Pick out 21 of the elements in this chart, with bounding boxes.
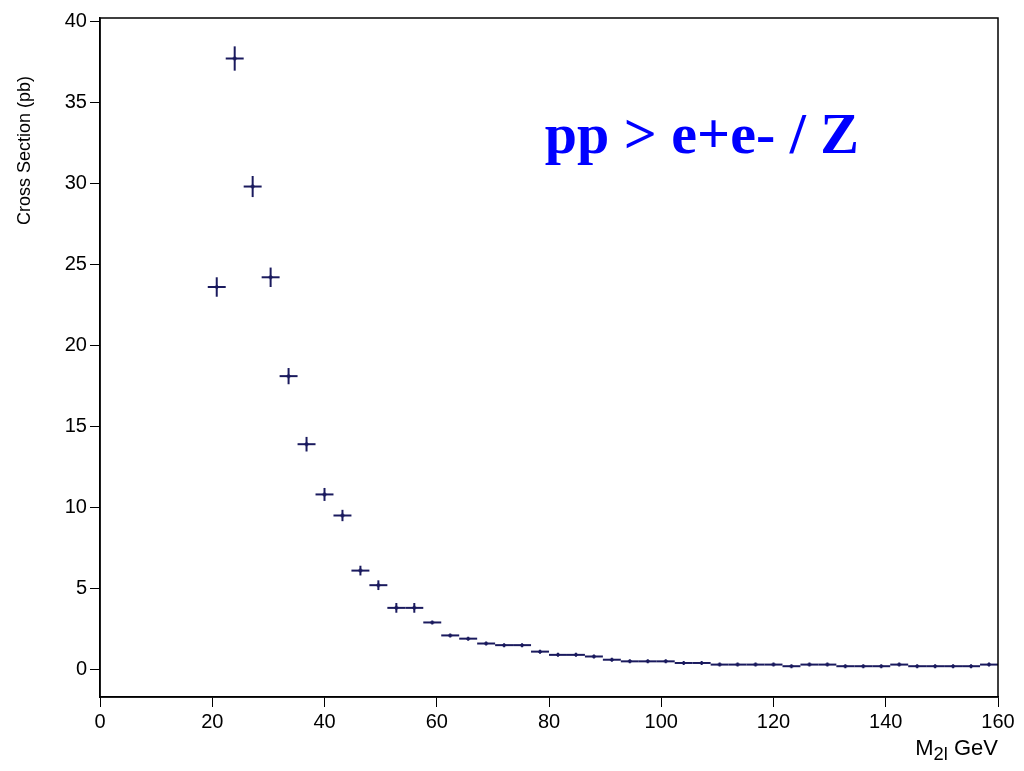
y-tick-label: 25 bbox=[64, 251, 87, 274]
x-tick-label: 120 bbox=[756, 709, 791, 732]
x-tick-label: 100 bbox=[644, 709, 678, 732]
y-tick-label: 35 bbox=[64, 89, 87, 112]
x-tick-label: 40 bbox=[313, 709, 336, 732]
y-tick-label: 5 bbox=[75, 575, 87, 598]
x-tick-label: 140 bbox=[869, 709, 903, 732]
x-tick-label: 160 bbox=[981, 709, 1015, 732]
y-tick-label: 0 bbox=[75, 656, 87, 679]
y-tick-label: 10 bbox=[64, 494, 87, 517]
y-tick-label: 30 bbox=[64, 170, 87, 193]
x-tick-label: 60 bbox=[425, 709, 448, 732]
x-tick-label: 0 bbox=[94, 709, 106, 732]
annotation: pp > e+e- / Z bbox=[544, 100, 859, 167]
x-tick-label: 20 bbox=[201, 709, 224, 732]
y-tick-label: 20 bbox=[64, 332, 87, 355]
x-tick-label: 80 bbox=[537, 709, 561, 732]
y-tick-label: 15 bbox=[64, 413, 87, 436]
y-tick-label: 40 bbox=[64, 8, 87, 31]
y-axis-title: Cross Section (pb) bbox=[14, 75, 35, 225]
x-axis-title: M$_{2l}$ GeV bbox=[915, 735, 998, 766]
